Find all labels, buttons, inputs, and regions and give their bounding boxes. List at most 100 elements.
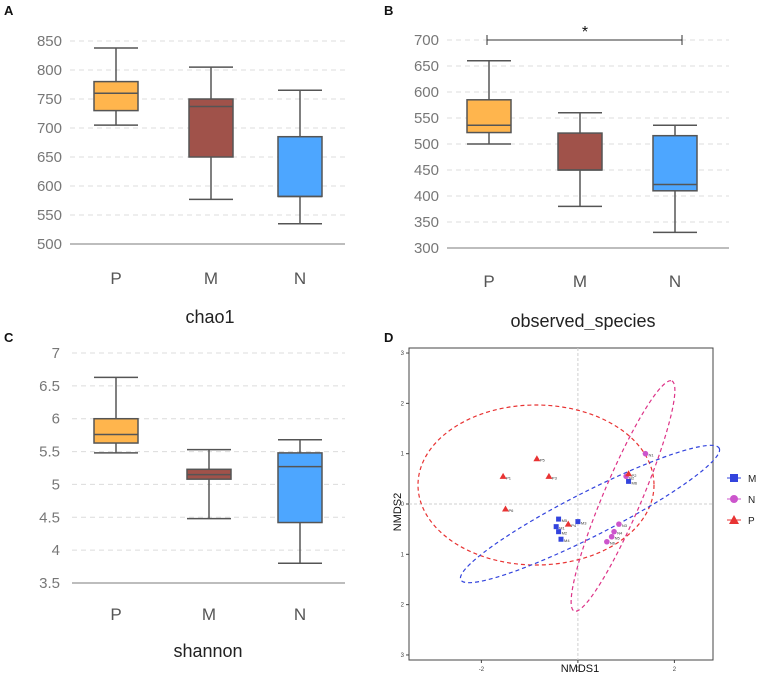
iqr-box (277, 452, 323, 524)
box-n (652, 124, 698, 234)
point-label: N4 (617, 531, 623, 536)
iqr-box (557, 132, 603, 171)
y-tick-label: 700 (414, 32, 439, 49)
iqr-box (652, 134, 698, 192)
y-tick-label: 400 (414, 188, 439, 205)
ellipse-p (417, 404, 655, 566)
y-tick-label: 500 (37, 236, 62, 253)
y-tick-label: 3 (401, 653, 405, 659)
point-n (616, 521, 622, 527)
legend-label-m: M (748, 474, 756, 485)
y-tick-label: 1 (401, 452, 405, 458)
point-label: P4 (571, 523, 577, 528)
point-label: P2 (632, 473, 638, 478)
point-label: N2 (629, 475, 635, 480)
y-tick-label: 850 (37, 33, 62, 50)
box-m (186, 448, 232, 520)
y-tick-label: 1 (401, 552, 405, 558)
point-label: M1 (559, 526, 565, 531)
x-tick-label: M (573, 272, 587, 291)
ellipse-m (459, 444, 721, 584)
significance-asterisk: * (582, 24, 588, 41)
y-tick-label: 3.5 (39, 575, 60, 592)
point-m (553, 524, 559, 530)
point-m (556, 529, 562, 535)
point-n (608, 533, 615, 540)
panel-b-plot: 300 350 400 450 500 550 600 650 700 P M N * (414, 24, 729, 291)
panel-d-ylabel: NMDS2 (392, 493, 404, 532)
y-tick-label: 7 (52, 345, 60, 362)
point-label: P5 (540, 458, 546, 463)
panel-c-xlabel: shannon (173, 641, 242, 661)
y-tick-label: 6.5 (39, 378, 60, 395)
panel-b-observed-species: B 300 350 400 450 500 550 600 650 700 P M N * observ… (384, 3, 729, 330)
box-m (557, 112, 603, 208)
panel-d-xlabel: NMDS1 (561, 663, 600, 675)
x-tick-label: N (669, 272, 681, 291)
point-label: M3 (581, 521, 587, 526)
point-m (558, 536, 564, 542)
point-label: P3 (552, 475, 558, 480)
panel-b-xlabel: observed_species (510, 311, 655, 330)
y-tick-label: 2 (401, 603, 405, 609)
legend-label-n: N (748, 495, 755, 506)
point-label: N6 (610, 541, 616, 546)
legend-swatch-p (729, 515, 739, 524)
point-p (625, 470, 633, 477)
point-p (533, 455, 541, 462)
y-tick-label: 650 (414, 58, 439, 75)
point-n (642, 450, 649, 457)
iqr-box (93, 417, 139, 444)
y-tick-label: 550 (414, 110, 439, 127)
legend-label-p: P (748, 516, 755, 527)
box-n (277, 438, 323, 565)
x-tick-label: P (483, 272, 494, 291)
point-m (556, 516, 562, 522)
box-m (188, 66, 234, 201)
panel-a-label: A (4, 3, 14, 18)
point-m (575, 519, 581, 525)
y-tick-label: 5 (52, 476, 60, 493)
x-tick-label: 2 (673, 667, 677, 673)
iqr-box (277, 135, 323, 198)
x-tick-label: M (204, 269, 218, 288)
box-p (93, 47, 139, 126)
iqr-box (93, 80, 139, 112)
box-n (277, 89, 323, 225)
x-tick-label: P (110, 269, 121, 288)
y-tick-label: 4.5 (39, 509, 60, 526)
point-p (564, 520, 572, 527)
y-tick-label: 6 (52, 411, 60, 428)
y-tick-label: 700 (37, 120, 62, 137)
point-label: N1 (648, 453, 654, 458)
y-tick-label: 750 (37, 91, 62, 108)
y-tick-label: 500 (414, 136, 439, 153)
point-label: M6 (632, 480, 638, 485)
y-tick-label: 5.5 (39, 444, 60, 461)
panel-c-plot: 3.5 4 4.5 5 5.5 6 6.5 7 P M N (39, 345, 345, 624)
point-label: N3 (622, 523, 628, 528)
y-tick-label: 0 (401, 502, 405, 508)
x-tick-label: 0 (576, 667, 580, 673)
y-tick-label: 450 (414, 162, 439, 179)
x-tick-label: -2 (479, 667, 485, 673)
y-tick-label: 600 (414, 84, 439, 101)
y-tick-label: 4 (52, 542, 60, 559)
x-tick-label: N (294, 605, 306, 624)
legend-swatch-n (730, 495, 738, 503)
x-tick-label: M (202, 605, 216, 624)
point-label: P1 (506, 475, 512, 480)
point-m (626, 478, 632, 484)
panel-d-label: D (384, 330, 393, 345)
x-tick-label: P (110, 605, 121, 624)
point-n (604, 538, 610, 545)
point-label: M4 (564, 538, 570, 543)
point-p (499, 472, 507, 479)
panel-a-plot: 500 550 600 650 700 750 800 850 P M N (37, 33, 345, 288)
panel-c-shannon: C 3.5 4 4.5 5 5.5 6 6.5 7 P M N shannon (4, 330, 345, 661)
point-label: P6 (509, 508, 515, 513)
box-p (93, 376, 139, 454)
y-tick-label: 600 (37, 178, 62, 195)
